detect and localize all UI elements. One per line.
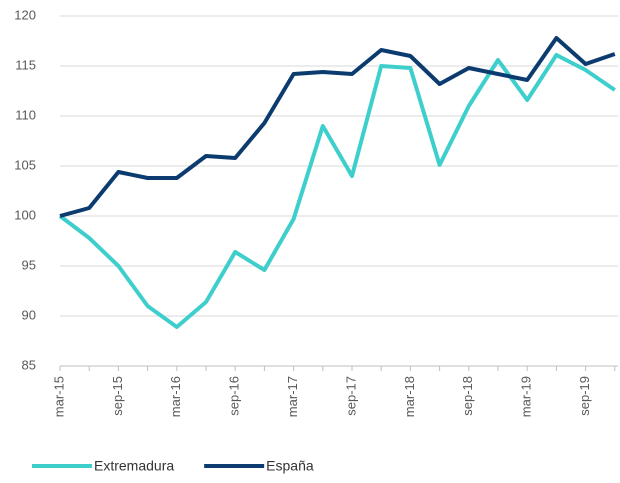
y-tick-label: 85 (22, 357, 36, 372)
legend-label: España (266, 458, 314, 474)
x-tick-label: mar-17 (285, 376, 300, 417)
y-tick-label: 115 (15, 57, 36, 72)
y-tick-label: 90 (22, 307, 36, 322)
y-tick-label: 95 (22, 257, 36, 272)
y-tick-label: 105 (14, 157, 36, 172)
y-tick-label: 100 (14, 207, 36, 222)
series-line (59, 36, 616, 218)
x-tick-label: sep-19 (577, 376, 592, 416)
series-line (58, 53, 616, 329)
x-tick-label: mar-18 (402, 376, 417, 417)
x-tick-label: sep-16 (227, 376, 242, 416)
y-tick-label: 120 (14, 7, 36, 22)
x-tick-label: sep-15 (110, 376, 125, 416)
x-tick-label: mar-19 (519, 376, 534, 417)
legend-label: Extremadura (94, 458, 174, 474)
x-tick-label: sep-17 (343, 376, 358, 416)
x-tick-label: mar-16 (168, 376, 183, 417)
x-tick-label: sep-18 (460, 376, 475, 416)
y-tick-label: 110 (15, 107, 36, 122)
x-tick-label: mar-15 (51, 376, 66, 417)
